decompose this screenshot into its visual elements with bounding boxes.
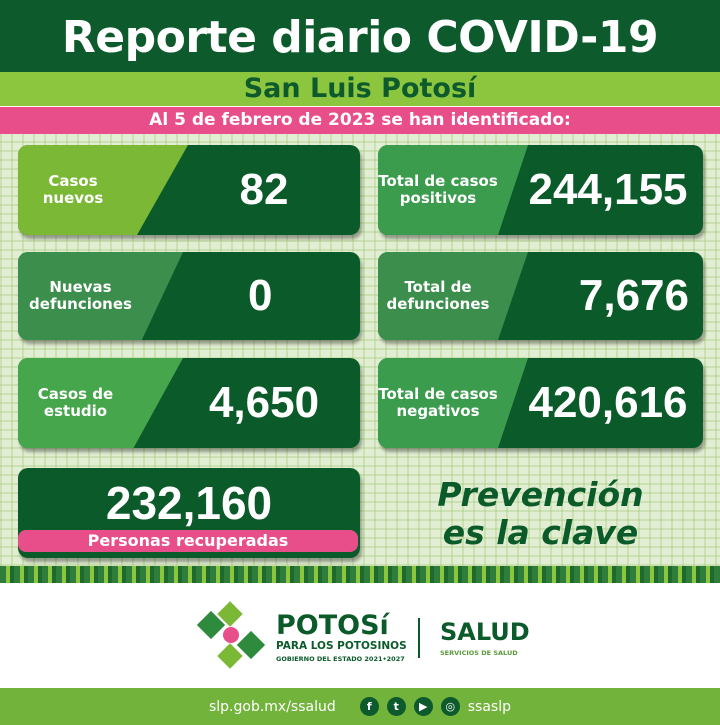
potosi-logo-icon bbox=[196, 600, 266, 670]
logo-divider bbox=[418, 618, 420, 658]
instagram-icon[interactable]: ◎ bbox=[440, 697, 460, 716]
potosi-subtitle: PARA LOS POTOSINOS bbox=[276, 640, 407, 652]
slogan-line-2: es la clave bbox=[442, 513, 639, 552]
social-handle[interactable]: ssaslp bbox=[467, 698, 511, 715]
potosi-title: POTOSí bbox=[276, 610, 389, 641]
slogan-line-1: Prevención bbox=[437, 475, 644, 514]
card-value: 7,676 bbox=[578, 271, 689, 320]
card-recuperados: 232,160 Personas recuperadas bbox=[18, 468, 360, 558]
card-value: 0 bbox=[248, 271, 273, 320]
card-label: Total de defunciones bbox=[378, 252, 528, 340]
gobierno-text: GOBIERNO DEL ESTADO 2021•2027 bbox=[276, 655, 405, 663]
website-link[interactable]: slp.gob.mx/ssalud bbox=[208, 698, 336, 715]
potosi-logo-text: POTOSí PARA LOS POTOSINOS GOBIERNO DEL E… bbox=[276, 610, 407, 664]
date-line: Al 5 de febrero de 2023 se han identific… bbox=[0, 107, 720, 134]
twitter-icon[interactable]: t bbox=[386, 697, 406, 716]
decorative-stripe bbox=[0, 566, 720, 583]
card-label: Total de casos positivos bbox=[378, 145, 528, 235]
subtitle: San Luis Potosí bbox=[0, 72, 720, 106]
card-value: 4,650 bbox=[208, 378, 320, 427]
card-total-defunciones: Total de defunciones 7,676 bbox=[378, 252, 703, 340]
salud-title: SALUD bbox=[440, 618, 530, 646]
card-casos-estudio: Casos de estudio 4,650 bbox=[18, 358, 360, 448]
card-nuevas-defunciones: Nuevas defunciones 0 bbox=[18, 252, 360, 340]
salud-subtitle: SERVICIOS DE SALUD bbox=[440, 649, 518, 657]
recovered-value: 232,160 bbox=[105, 477, 273, 529]
card-total-positivos: Total de casos positivos 244,155 bbox=[378, 145, 703, 235]
card-value: 244,155 bbox=[528, 165, 688, 214]
card-value: 82 bbox=[239, 165, 289, 214]
recovered-label: Personas recuperadas bbox=[18, 530, 358, 552]
youtube-icon[interactable]: ▶ bbox=[413, 697, 433, 716]
card-label: Total de casos negativos bbox=[378, 358, 528, 448]
footer: slp.gob.mx/ssalud f t ▶ ◎ ssaslp bbox=[0, 688, 720, 725]
slogan: Prevención es la clave bbox=[378, 476, 703, 552]
card-label: Casos de estudio bbox=[18, 358, 183, 448]
card-label: Nuevas defunciones bbox=[18, 252, 183, 340]
facebook-icon[interactable]: f bbox=[359, 697, 379, 716]
salud-logo: SALUD SERVICIOS DE SALUD bbox=[440, 618, 530, 657]
card-total-negativos: Total de casos negativos 420,616 bbox=[378, 358, 703, 448]
card-value: 420,616 bbox=[528, 378, 688, 427]
card-casos-nuevos: Casos nuevos 82 bbox=[18, 145, 360, 235]
page-title: Reporte diario COVID-19 bbox=[0, 0, 720, 72]
card-label: Casos nuevos bbox=[18, 145, 188, 235]
